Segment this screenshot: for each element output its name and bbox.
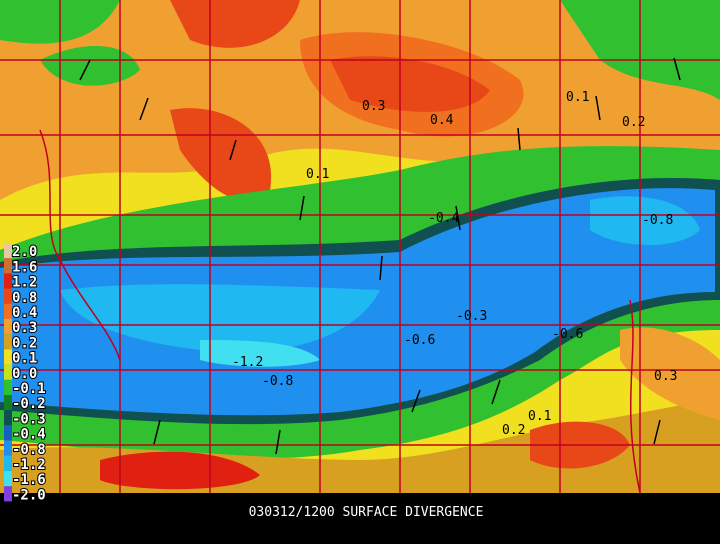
caption: 030312/1200 SURFACE DIVERGENCE <box>249 505 484 520</box>
legend-label: 1.6 <box>12 259 37 275</box>
legend-swatch <box>4 425 12 441</box>
legend-label: 0.0 <box>12 366 37 382</box>
legend-swatch <box>4 334 12 350</box>
contour-label: 0.1 <box>306 167 329 182</box>
legend-label: -0.3 <box>12 411 46 427</box>
legend-label: 2.0 <box>12 244 37 260</box>
legend-swatch <box>4 273 12 289</box>
legend-label: 1.2 <box>12 275 37 291</box>
contour-label: 0.4 <box>430 113 454 128</box>
divergence-field <box>0 0 720 493</box>
contour-label: -0.4 <box>428 211 459 226</box>
contour-label: -0.6 <box>552 327 583 342</box>
legend-label: -1.6 <box>12 472 46 488</box>
legend-swatch <box>4 440 12 456</box>
color-legend: 2.01.61.20.80.40.30.20.10.0-0.1-0.2-0.3-… <box>4 243 47 504</box>
legend-label: -1.2 <box>12 457 46 473</box>
legend-label: -0.4 <box>12 427 46 443</box>
contour-label: 0.1 <box>566 90 589 105</box>
legend-label: 0.4 <box>12 305 37 321</box>
legend-label: -0.2 <box>12 396 46 412</box>
legend-label: 0.1 <box>12 351 37 367</box>
contour-label: 0.2 <box>502 423 525 438</box>
contour-labels: -1.2 -0.8 0.3 0.4 -0.8 0.2 0.1 -0.6 -0.3… <box>232 90 677 438</box>
legend-swatch <box>4 410 12 426</box>
legend-swatch <box>4 303 12 319</box>
legend-swatch <box>4 364 12 380</box>
contour-label: -0.6 <box>404 333 435 348</box>
legend-swatch <box>4 243 12 259</box>
legend-swatch <box>4 471 12 487</box>
legend-label: -0.8 <box>12 442 46 458</box>
contour-label: -0.8 <box>262 374 293 389</box>
legend-label: 0.8 <box>12 290 37 306</box>
contour-label: 0.1 <box>528 409 551 424</box>
legend-swatch <box>4 379 12 395</box>
legend-swatch <box>4 486 12 502</box>
wind-barbs <box>79 57 681 455</box>
contour-label: 0.2 <box>622 115 645 130</box>
contour-label: -1.2 <box>232 355 263 370</box>
legend-swatch <box>4 258 12 274</box>
legend-label: 0.3 <box>12 320 37 336</box>
legend-swatch <box>4 395 12 411</box>
legend-swatch <box>4 288 12 304</box>
contour-label: -0.8 <box>642 213 673 228</box>
legend-label: 0.2 <box>12 335 37 351</box>
legend-swatch <box>4 349 12 365</box>
legend-swatch <box>4 455 12 471</box>
contour-label: -0.3 <box>456 309 487 324</box>
legend-label: -2.0 <box>12 487 46 503</box>
boundaries <box>0 0 720 494</box>
legend-swatch <box>4 319 12 335</box>
legend-label: -0.1 <box>12 381 46 397</box>
contour-label: 0.3 <box>362 99 385 114</box>
contour-label: 0.3 <box>654 369 677 384</box>
